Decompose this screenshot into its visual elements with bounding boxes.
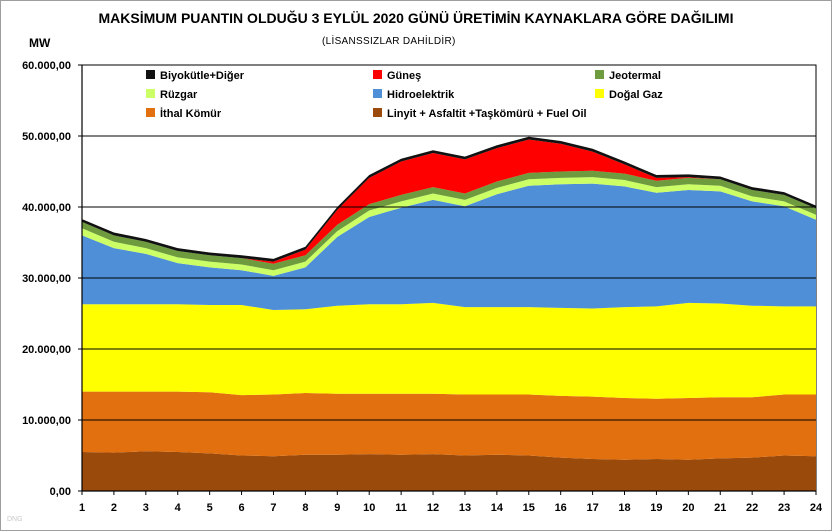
legend-swatch-jeotermal xyxy=(595,70,604,79)
x-tick-label: 15 xyxy=(523,502,535,514)
x-tick-label: 4 xyxy=(175,502,182,514)
x-tick-label: 18 xyxy=(618,502,630,514)
y-tick-label: 20.000,00 xyxy=(22,344,71,356)
x-tick-label: 10 xyxy=(363,502,375,514)
area-jeotermal xyxy=(82,170,816,271)
y-tick-label: 0,00 xyxy=(50,486,71,498)
y-tick-label: 60.000,00 xyxy=(22,60,71,72)
area-do-al-gaz xyxy=(82,302,816,399)
y-tick-label: 40.000,00 xyxy=(22,202,71,214)
legend-label-do-al-gaz: Doğal Gaz xyxy=(609,89,663,101)
area-linyit-asfaltit-ta-k-m-r-fuel-oil xyxy=(82,451,816,491)
chart-title: MAKSİMUM PUANTIN OLDUĞU 3 EYLÜL 2020 GÜN… xyxy=(98,10,734,26)
x-tick-label: 2 xyxy=(111,502,117,514)
x-tick-label: 16 xyxy=(555,502,567,514)
area-i-thal-k-m-r xyxy=(82,391,816,460)
legend-swatch-biyok-tle-di-er xyxy=(146,70,155,79)
x-tick-label: 8 xyxy=(302,502,308,514)
legend-label-i-thal-k-m-r: İthal Kömür xyxy=(160,107,222,120)
legend-label-biyok-tle-di-er: Biyokütle+Diğer xyxy=(160,70,245,82)
watermark: DNG xyxy=(7,516,23,523)
legend-swatch-hidroelektrik xyxy=(373,89,382,98)
x-tick-label: 7 xyxy=(270,502,276,514)
x-tick-label: 17 xyxy=(586,502,598,514)
x-tick-label: 21 xyxy=(714,502,726,514)
legend-swatch-r-zgar xyxy=(146,89,155,98)
x-tick-label: 13 xyxy=(459,502,471,514)
y-tick-label: 30.000,00 xyxy=(22,273,71,285)
legend-label-linyit-asfaltit-ta-k-m-r-fuel-oil: Linyit + Asfaltit +Taşkömürü + Fuel Oil xyxy=(387,108,587,120)
chart-subtitle: (LİSANSSIZLAR DAHİLDİR) xyxy=(322,36,456,47)
y-tick-label: 50.000,00 xyxy=(22,131,71,143)
area-g-ne xyxy=(82,139,816,264)
legend-label-hidroelektrik: Hidroelektrik xyxy=(387,89,455,101)
x-tick-label: 14 xyxy=(491,502,504,514)
x-tick-label: 23 xyxy=(778,502,790,514)
x-tick-label: 22 xyxy=(746,502,758,514)
y-tick-label: 10.000,00 xyxy=(22,415,71,427)
legend-swatch-g-ne xyxy=(373,70,382,79)
x-tick-label: 1 xyxy=(79,502,85,514)
x-tick-label: 24 xyxy=(810,502,823,514)
x-tick-label: 9 xyxy=(334,502,340,514)
x-tick-label: 12 xyxy=(427,502,439,514)
x-tick-label: 11 xyxy=(395,502,407,514)
x-tick-label: 5 xyxy=(207,502,213,514)
area-r-zgar xyxy=(82,177,816,276)
x-tick-label: 19 xyxy=(650,502,662,514)
x-tick-label: 20 xyxy=(682,502,694,514)
y-axis-label: MW xyxy=(29,36,51,50)
x-tick-label: 6 xyxy=(239,502,245,514)
legend-label-g-ne: Güneş xyxy=(387,70,421,82)
legend-swatch-linyit-asfaltit-ta-k-m-r-fuel-oil xyxy=(373,108,382,117)
legend-swatch-do-al-gaz xyxy=(595,89,604,98)
legend-swatch-i-thal-k-m-r xyxy=(146,108,155,117)
x-tick-label: 3 xyxy=(143,502,149,514)
legend-label-r-zgar: Rüzgar xyxy=(160,89,198,101)
legend-label-jeotermal: Jeotermal xyxy=(609,70,661,82)
